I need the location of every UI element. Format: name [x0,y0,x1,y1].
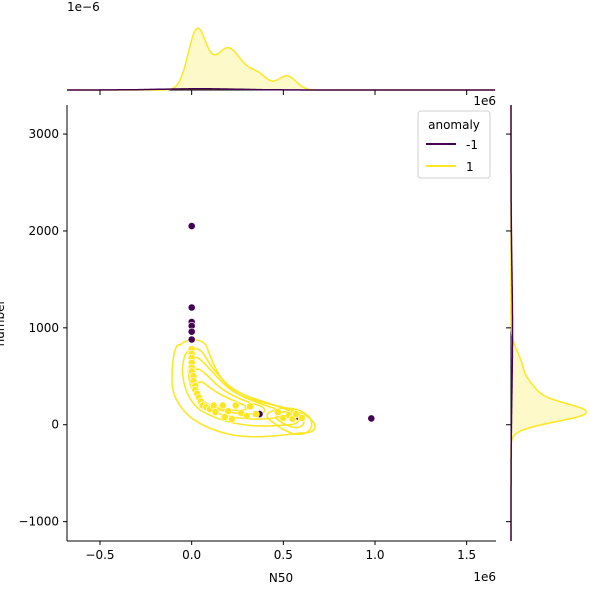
point-class-neg1 [367,414,376,423]
x-tick-label: 0.5 [274,548,293,562]
right-marginal-kde [510,105,587,541]
point-class-1 [228,414,236,423]
point-class-1 [297,414,306,422]
point-class-1 [292,410,301,418]
top-marginal-scale-label: 1e−6 [67,0,100,14]
x-tick-label: 1.0 [365,548,384,562]
point-class-1 [231,401,240,410]
y-tick-label: 3000 [28,127,59,141]
scatter-points [187,222,376,423]
right-marginal-ticks [506,133,511,523]
y-tick-label: 1000 [28,321,59,335]
point-class-1 [224,407,233,416]
x-scale-label: 1e6 [473,570,496,584]
point-class-neg1 [187,327,196,336]
y-axis-label: number [0,300,7,347]
legend: anomaly -1 1 [417,110,491,179]
contour-right-outer [266,407,313,436]
y-ticks: −1000 0 1000 2000 3000 [18,127,67,529]
x-ticks: −0.5 0.0 0.5 1.0 1.5 [85,541,476,562]
point-class-1 [246,402,255,411]
point-class-1 [211,408,220,416]
x-tick-label: 1.5 [457,548,476,562]
contour-right-inner [275,410,305,429]
y-scale-label: 1e6 [473,94,496,108]
y-tick-label: 2000 [28,224,59,238]
point-class-1 [220,413,229,421]
x-tick-label: 0.0 [182,548,201,562]
point-class-neg1 [187,335,196,344]
contour-outer [171,338,316,438]
point-class-1 [242,412,251,420]
point-class-1 [273,408,282,416]
x-axis-label: N50 [269,571,293,585]
right-kde-line-neg1 [510,105,514,541]
point-class-neg1 [187,222,196,230]
point-class-neg1 [187,303,196,312]
top-marginal-ticks [99,90,468,95]
legend-title: anomaly [428,118,480,132]
y-tick-label: −1000 [18,515,59,529]
top-kde-fill-1 [67,28,496,91]
right-kde-fill-1 [511,105,586,541]
x-tick-label: −0.5 [85,548,114,562]
top-marginal-kde [67,27,496,91]
y-tick-label: 0 [51,418,59,432]
point-class-1 [209,401,218,410]
point-class-1 [218,401,227,410]
legend-label-neg1: -1 [466,138,478,152]
top-kde-line-neg1 [67,88,495,91]
legend-label-1: 1 [466,160,474,174]
right-kde-line-1 [510,105,587,541]
point-class-1 [251,410,260,418]
